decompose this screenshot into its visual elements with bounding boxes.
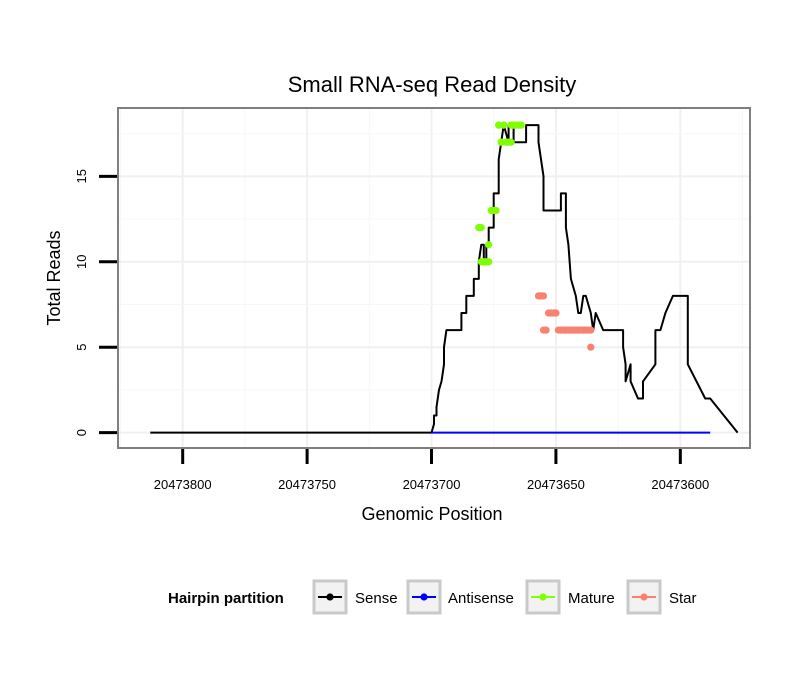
legend-key-point-star	[640, 593, 648, 601]
legend-key-point-mature	[539, 593, 547, 601]
legend: Hairpin partition Sense Antisense Mature St…	[168, 579, 697, 615]
legend-label-antisense: Antisense	[448, 590, 514, 607]
data-point-mature	[485, 241, 493, 249]
legend-label-star: Star	[669, 590, 697, 607]
chart-title: Small RNA-seq Read Density	[288, 72, 577, 97]
axes: 20473800 20473750 20473700 20473650 20473600…	[74, 169, 709, 492]
x-tick-label: 20473750	[278, 477, 336, 492]
data-point-mature	[495, 121, 503, 129]
data-point-mature	[507, 138, 515, 146]
legend-label-mature: Mature	[568, 590, 615, 607]
x-tick-label: 20473800	[154, 477, 212, 492]
legend-key-point-sense	[326, 593, 334, 601]
legend-title: Hairpin partition	[168, 590, 284, 607]
x-tick-label: 20473700	[403, 477, 461, 492]
y-axis-title: Total Reads	[44, 230, 64, 325]
data-point-mature	[485, 258, 493, 266]
data-point-mature	[517, 121, 525, 129]
data-point-star	[542, 326, 550, 334]
grid	[118, 108, 750, 448]
y-tick-label: 5	[74, 344, 89, 351]
series	[150, 121, 739, 434]
data-point-star	[587, 343, 595, 351]
data-point-star	[552, 309, 560, 317]
y-tick-label: 15	[74, 169, 89, 183]
plot-panel-border	[117, 107, 751, 449]
legend-key-point-antisense	[420, 593, 428, 601]
data-point-mature	[477, 224, 485, 232]
data-point-mature	[500, 121, 508, 129]
legend-label-sense: Sense	[355, 590, 398, 607]
x-axis-title: Genomic Position	[361, 504, 502, 524]
series-line-sense	[150, 124, 739, 434]
data-point-star	[539, 292, 548, 300]
x-tick-label: 20473600	[651, 477, 709, 492]
data-point-star	[587, 326, 595, 334]
data-point-mature	[492, 206, 500, 215]
y-tick-label: 10	[74, 255, 89, 269]
y-tick-label: 0	[74, 429, 89, 436]
x-tick-label: 20473650	[527, 477, 585, 492]
data-point-mature	[497, 138, 505, 146]
